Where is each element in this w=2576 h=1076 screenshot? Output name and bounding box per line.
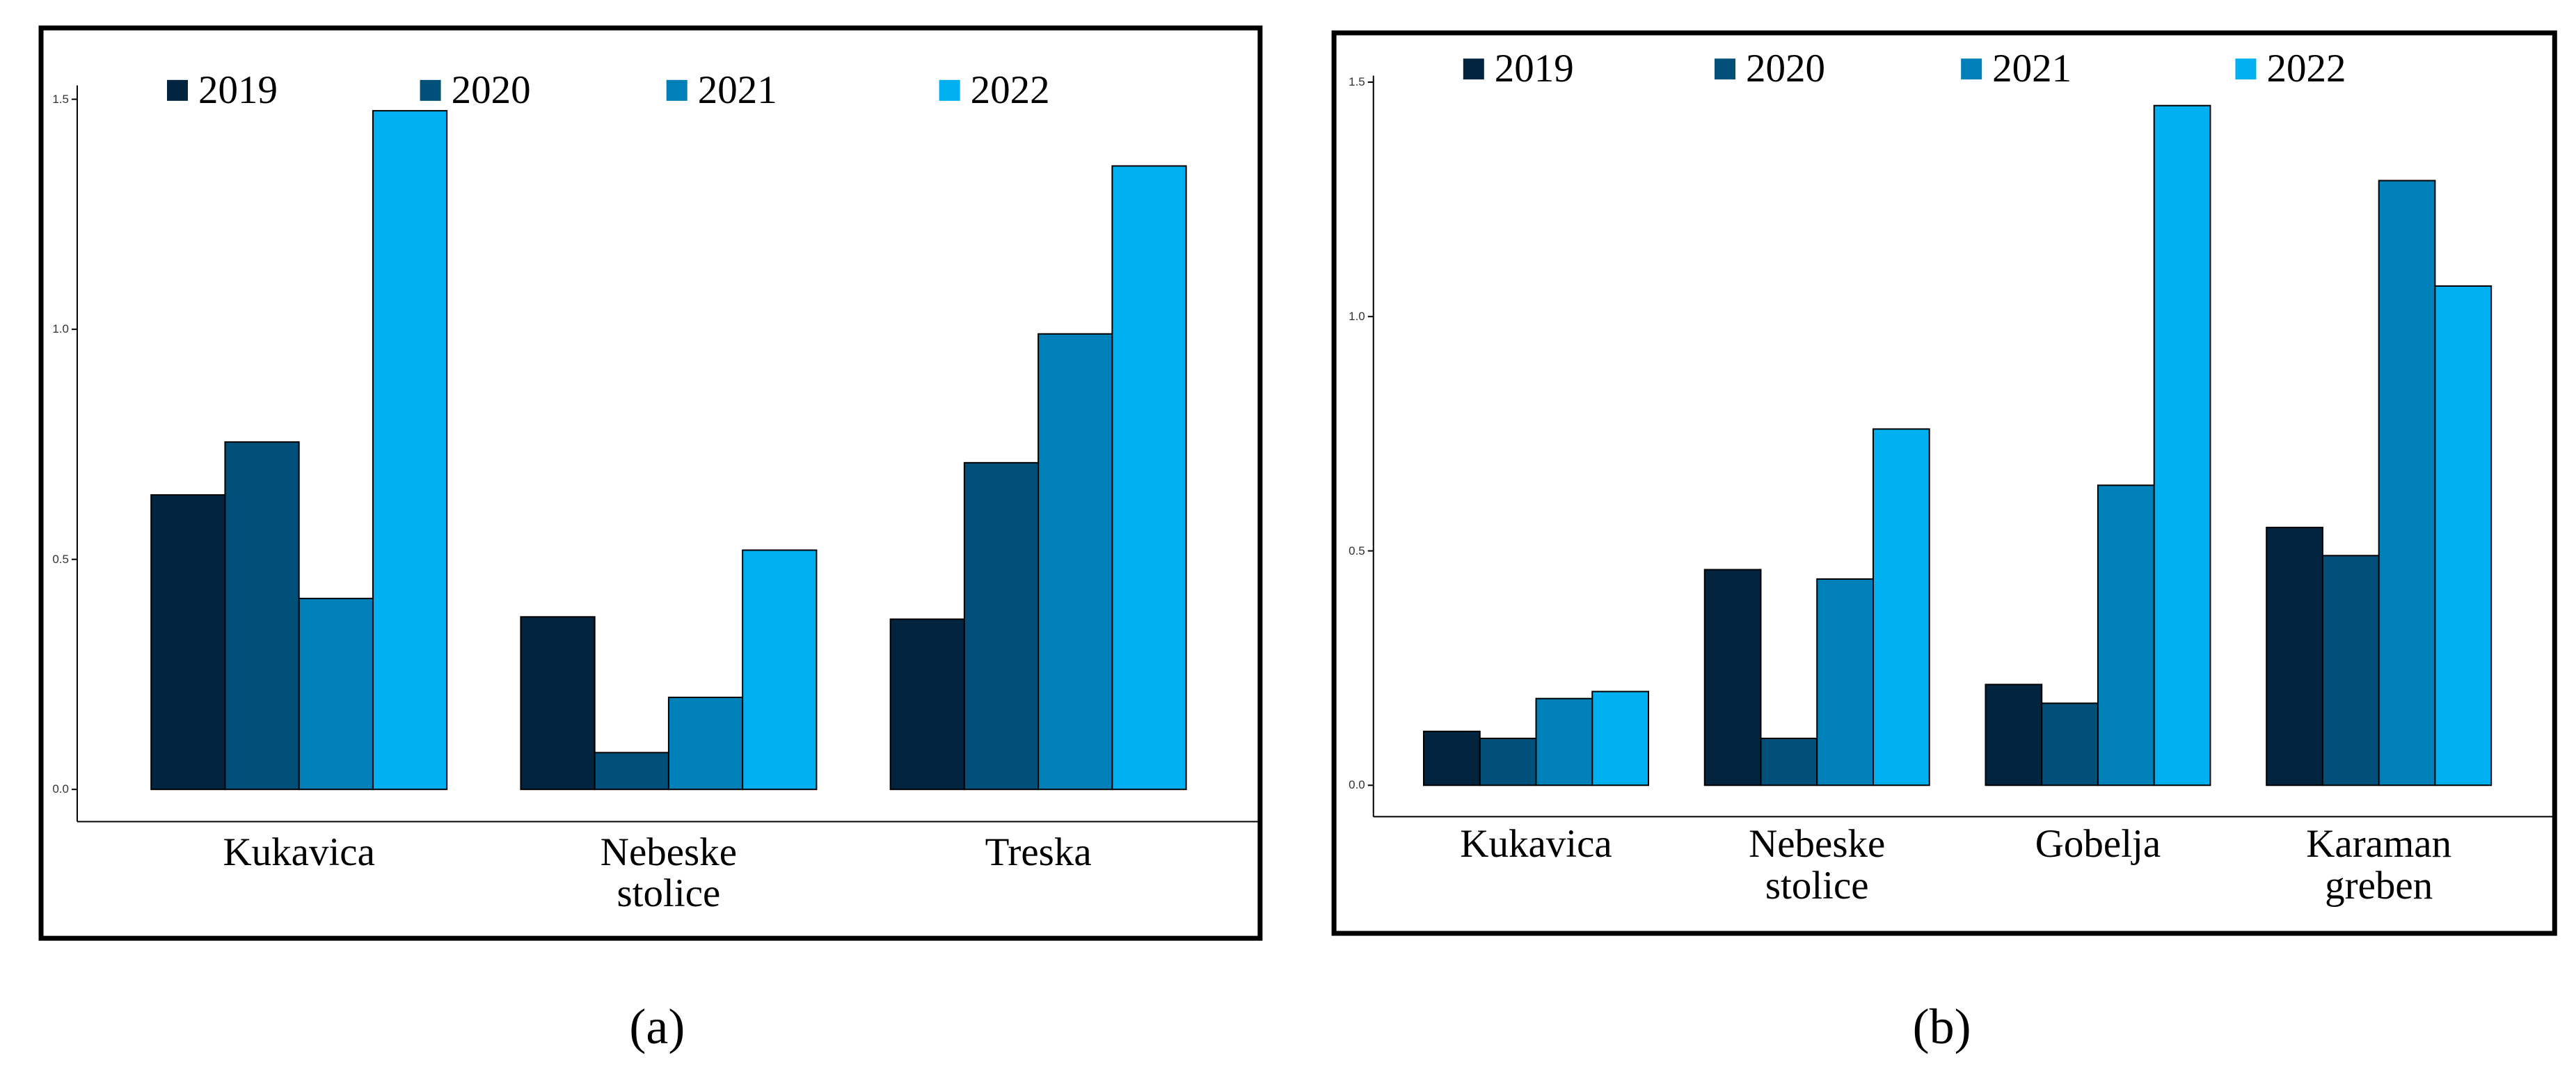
bar (372, 110, 448, 791)
bar (2097, 484, 2155, 786)
bar (1985, 683, 2043, 786)
bar (1760, 737, 1818, 786)
x-tick-label: Karaman greben (2306, 821, 2452, 908)
bar (224, 441, 300, 791)
y-tick-label: 0.5 (1349, 544, 1365, 557)
legend-label: 2022 (2266, 47, 2346, 91)
legend-swatch (939, 79, 960, 101)
bar (520, 616, 596, 791)
legend-label: 2021 (1992, 47, 2072, 91)
bar (889, 618, 965, 791)
legend-label: 2020 (451, 68, 531, 112)
x-tick-label: Treska (985, 830, 1092, 874)
bar (742, 549, 818, 791)
legend-swatch (420, 79, 441, 101)
legend-label: 2019 (1494, 47, 1574, 91)
y-tick-label: 1.0 (52, 322, 69, 336)
y-tick-label: 1.5 (52, 92, 69, 106)
y-tick-label: 1.0 (1349, 309, 1365, 323)
y-tick-label: 1.5 (1349, 75, 1365, 89)
bar (298, 597, 374, 791)
legend-label: 2021 (697, 68, 777, 112)
legend-swatch (666, 79, 687, 101)
x-tick-label: Nebeske stolice (1749, 821, 1886, 908)
bar (1423, 730, 1481, 786)
caption: (a) (629, 998, 685, 1054)
bar (2321, 555, 2380, 786)
bar (1816, 578, 1874, 786)
y-tick-label: 0.0 (52, 782, 69, 796)
legend-swatch (2235, 58, 2257, 80)
bar (1037, 333, 1113, 791)
bar (1872, 428, 1930, 786)
legend-swatch (166, 79, 188, 101)
caption: (b) (1912, 998, 1971, 1054)
legend-label: 2019 (198, 68, 278, 112)
y-tick-label: 0.0 (1349, 778, 1365, 792)
chart-frame (1331, 30, 2557, 936)
bar (2434, 285, 2492, 786)
bar (2153, 104, 2211, 786)
x-tick-label: Gobelja (2035, 821, 2161, 866)
y-tick-label: 0.5 (52, 552, 69, 566)
legend-swatch (1961, 58, 1982, 80)
legend-label: 2020 (1746, 47, 1826, 91)
legend-swatch (1463, 58, 1484, 80)
bar (594, 752, 669, 791)
x-tick-label: Kukavica (223, 830, 375, 874)
bar (667, 696, 744, 791)
bar (1703, 569, 1762, 786)
bar (2266, 526, 2323, 786)
bar (150, 494, 226, 791)
legend-swatch (1715, 58, 1736, 80)
bar (1479, 737, 1537, 786)
chart-frame (38, 25, 1263, 941)
bar (1111, 165, 1187, 791)
x-tick-label: Kukavica (1460, 821, 1612, 866)
x-tick-label: Nebeske stolice (600, 830, 738, 916)
bar (2041, 702, 2099, 786)
bar (1535, 697, 1593, 786)
bar (2378, 180, 2436, 786)
legend-label: 2022 (970, 68, 1050, 112)
bar (1591, 690, 1649, 786)
bar (963, 461, 1040, 791)
